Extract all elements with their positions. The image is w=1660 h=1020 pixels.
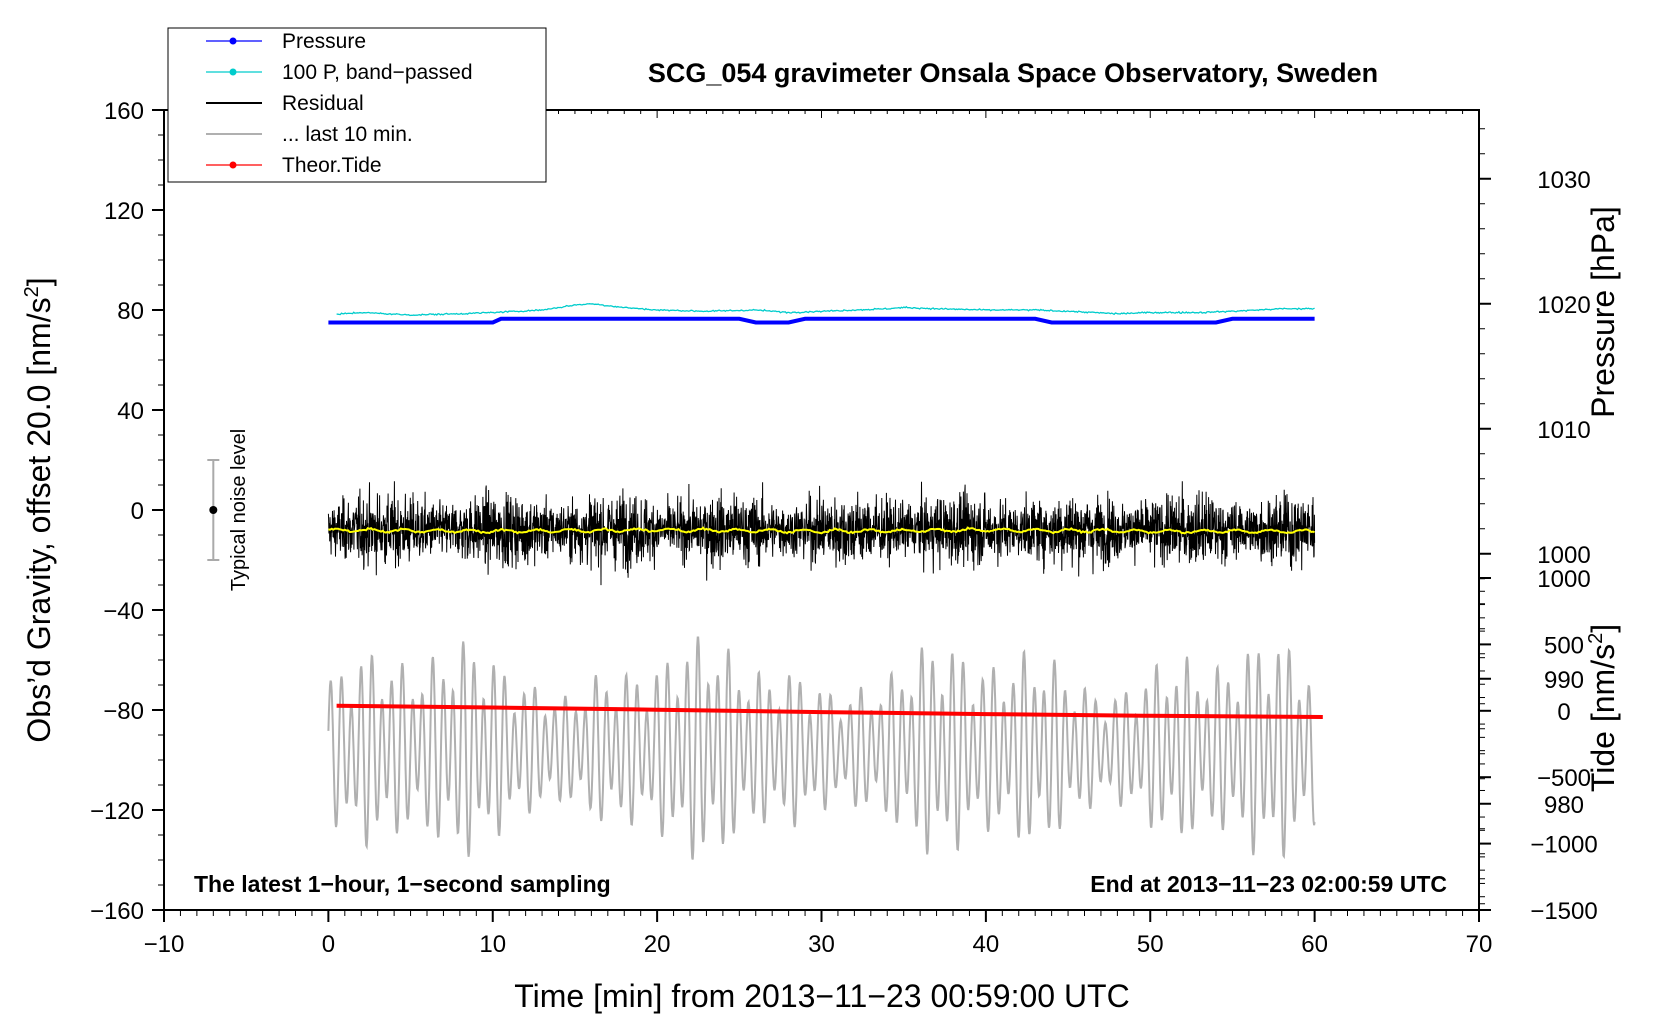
series-band-passed-pressure	[336, 303, 1315, 317]
series-theoretical-tide	[336, 703, 1323, 719]
x-tick-label: 30	[808, 931, 835, 958]
series-grey-oscillation	[327, 636, 1316, 860]
x-tick-label: 70	[1466, 931, 1493, 958]
y-tick-label: 40	[117, 398, 144, 425]
legend-label: Residual	[282, 92, 364, 115]
pressure-tick-label: 1020	[1537, 292, 1590, 319]
series-last-10-min	[328, 526, 1315, 535]
tide-tick-label: 500	[1544, 632, 1584, 659]
pressure-axis-ticks: 980 990 1000 1010 1020 1030	[1479, 167, 1591, 819]
series-residual	[327, 481, 1316, 586]
legend-label: Pressure	[282, 30, 366, 53]
y-tick-label: 0	[131, 498, 144, 525]
x-axis-label: Time [min] from 2013−11−23 00:59:00 UTC	[514, 978, 1129, 1014]
sampling-note: The latest 1−hour, 1−second sampling	[194, 871, 611, 897]
legend-label: ... last 10 min.	[282, 123, 413, 146]
y-axis-label-sup: 2	[21, 286, 43, 297]
legend-box	[167, 27, 547, 183]
y-tick-label: −80	[103, 698, 144, 725]
minor-ticks	[158, 110, 1485, 916]
tide-axis-label: Tide [nm/s2]	[1585, 624, 1621, 792]
legend-label: Theor.Tide	[282, 154, 382, 177]
x-tick-label: 20	[644, 931, 671, 958]
y-tick-label: −120	[90, 798, 144, 825]
tide-tick-label: 1000	[1537, 566, 1590, 593]
noise-bar-center-dot	[209, 506, 218, 514]
series-group	[327, 303, 1323, 860]
legend-marker	[229, 37, 237, 45]
pressure-tick-label: 980	[1544, 792, 1584, 819]
tide-tick-label: −1500	[1530, 898, 1597, 925]
tide-tick-label: −1000	[1530, 832, 1597, 859]
x-tick-label: 60	[1301, 931, 1328, 958]
y-tick-label: −40	[103, 598, 144, 625]
pressure-tick-label: 1030	[1537, 167, 1590, 194]
tide-tick-label: 0	[1557, 699, 1570, 726]
x-tick-label: 10	[479, 931, 506, 958]
tide-axis-label-end: ]	[1585, 624, 1621, 633]
tide-tick-label: −500	[1537, 765, 1591, 792]
legend: Pressure 100 P, band−passed Residual ... la…	[167, 27, 547, 183]
pressure-tick-label: 990	[1544, 667, 1584, 694]
legend-label: 100 P, band−passed	[282, 61, 473, 84]
x-tick-label: 0	[322, 931, 335, 958]
y-axis-label-end: ]	[21, 277, 57, 286]
y-axis-label: Obs’d Gravity, offset 20.0 [nm/s2]	[21, 277, 57, 742]
y-tick-label: 80	[117, 298, 144, 325]
tide-axis-label-main: Tide [nm/s	[1585, 644, 1621, 792]
series-pressure	[328, 316, 1315, 325]
x-tick-label: −10	[144, 931, 185, 958]
legend-marker	[229, 161, 237, 169]
noise-level-label: Typical noise level	[228, 429, 250, 591]
y-tick-label: 120	[104, 198, 144, 225]
legend-entries: Pressure 100 P, band−passed Residual ... la…	[206, 30, 473, 177]
legend-marker	[229, 68, 237, 76]
pressure-axis-label: Pressure [hPa]	[1585, 206, 1621, 418]
y-axis-label-main: Obs’d Gravity, offset 20.0 [nm/s	[21, 297, 57, 742]
tide-axis-ticks: −1500 −1000 −500 0 500 1000	[1479, 566, 1598, 925]
noise-level-indicator	[207, 459, 220, 561]
pressure-tick-label: 1010	[1537, 417, 1590, 444]
y-axis-ticks: −160 −120 −80 −40 0 40 80 120 160	[90, 98, 164, 925]
y-tick-label: 160	[104, 98, 144, 125]
x-axis-ticks: −10 0 10 20 30 40 50 60 70	[144, 910, 1493, 958]
tide-axis-label-sup: 2	[1585, 633, 1607, 644]
pressure-tick-label: 1000	[1537, 542, 1590, 569]
chart-title: SCG_054 gravimeter Onsala Space Observat…	[648, 58, 1378, 88]
x-tick-label: 40	[973, 931, 1000, 958]
end-time-note: End at 2013−11−23 02:00:59 UTC	[1090, 871, 1447, 897]
x-tick-label: 50	[1137, 931, 1164, 958]
y-tick-label: −160	[90, 898, 144, 925]
